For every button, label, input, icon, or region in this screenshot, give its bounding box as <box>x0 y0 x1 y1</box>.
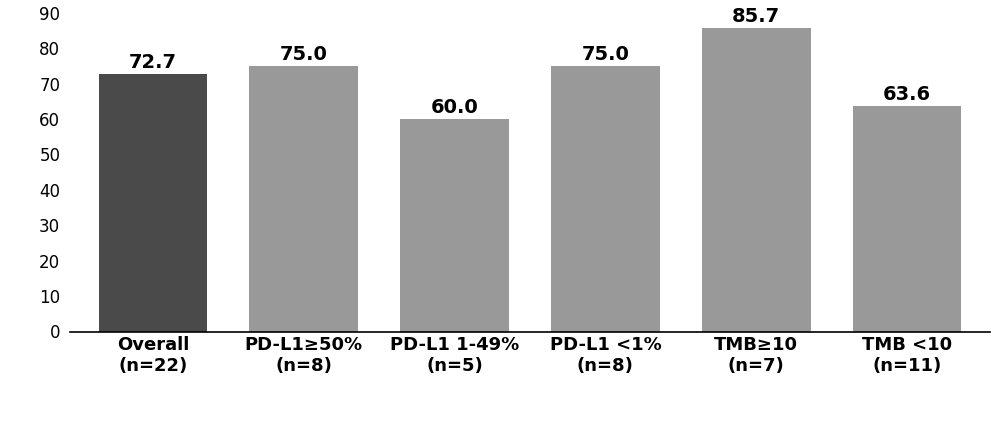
Text: 72.7: 72.7 <box>129 53 177 72</box>
Text: 63.6: 63.6 <box>883 85 931 105</box>
Text: 75.0: 75.0 <box>581 45 629 64</box>
Text: 60.0: 60.0 <box>431 98 478 117</box>
Text: 75.0: 75.0 <box>280 45 328 64</box>
Text: 85.7: 85.7 <box>732 7 780 26</box>
Bar <box>853 106 961 332</box>
Bar <box>249 66 358 332</box>
Bar <box>99 74 207 332</box>
Bar <box>702 28 811 332</box>
Bar <box>551 66 660 332</box>
Bar <box>400 119 509 332</box>
